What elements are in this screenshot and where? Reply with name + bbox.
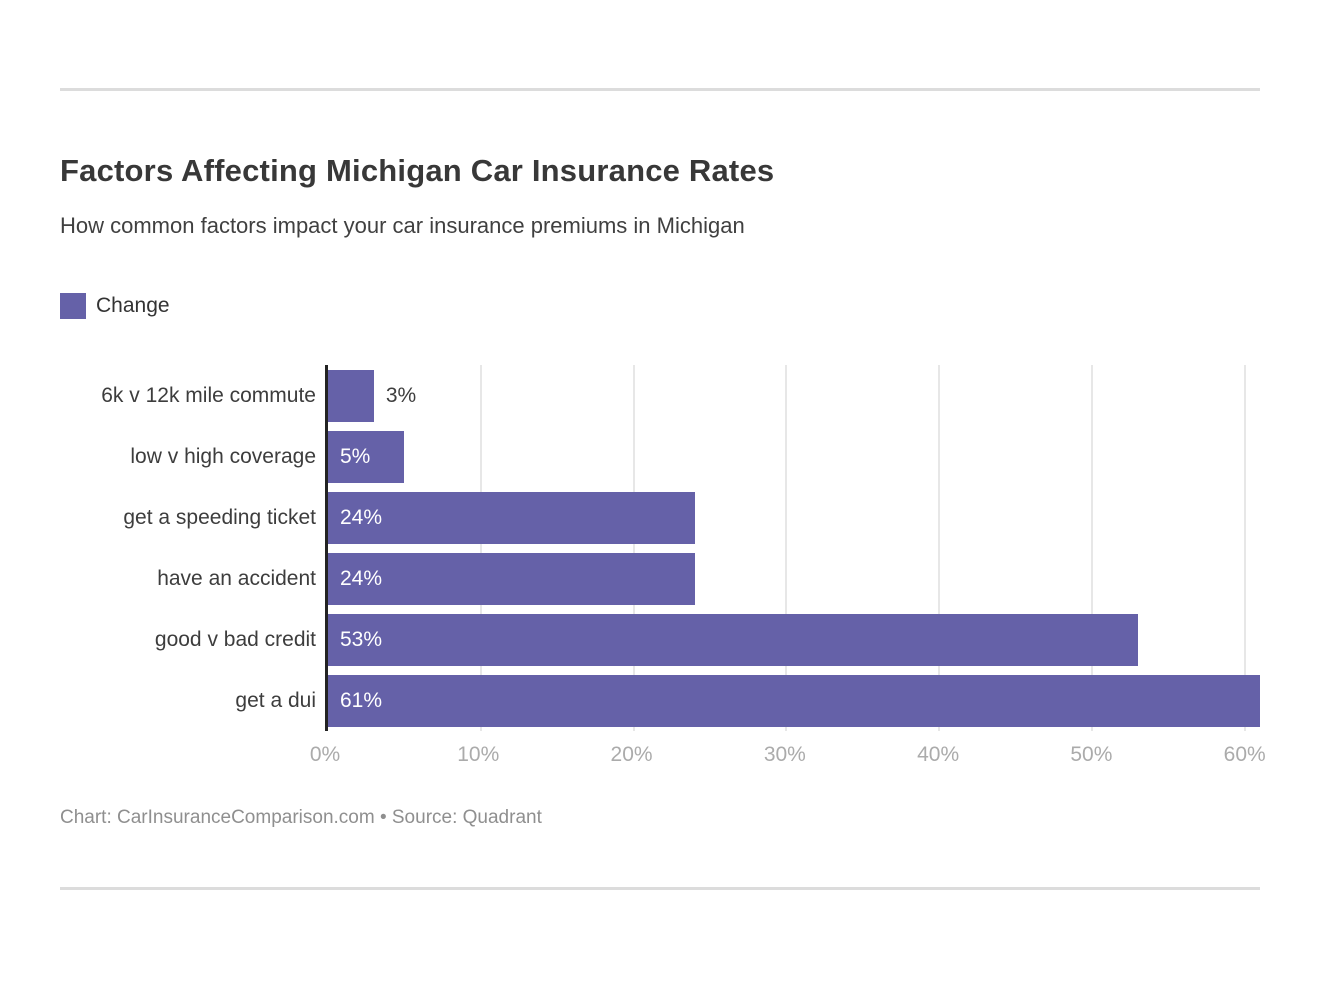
bar-row: 3% [328,365,1260,426]
gridline-40% [938,365,941,731]
bar-row: 24% [328,487,1260,548]
bar-value-label: 53% [340,627,383,651]
x-tick-label: 10% [457,743,500,766]
gridline-20% [632,365,635,731]
bars-group: 3% 5% 24% 24% 53% 61% [328,365,1260,731]
category-label: get a speeding ticket [123,505,316,529]
x-axis-spacer [60,731,325,773]
x-tick-label: 0% [309,743,341,766]
x-tick-label: 60% [1223,743,1266,766]
bottom-divider [60,887,1260,890]
gridline-10% [479,365,482,731]
chart-subtitle: How common factors impact your car insur… [60,213,745,238]
bar [328,369,374,422]
legend: Change [60,293,1260,319]
bar-value-label: 24% [340,505,383,529]
bar: 5% [328,430,405,483]
chart-body: 6k v 12k mile commute low v high coverage… [60,365,1260,731]
category-axis: 6k v 12k mile commute low v high coverage… [60,365,325,731]
bar: 24% [328,552,695,605]
x-tick-label: 50% [1070,743,1113,766]
source-line: Chart: CarInsuranceComparison.com • Sour… [60,807,542,828]
bar-value-label: 24% [340,566,383,590]
category-label: get a dui [235,688,316,712]
bar-row: 61% [328,670,1260,731]
x-tick-label: 30% [763,743,806,766]
bar-value-label: 3% [385,383,417,407]
bar-row: 5% [328,426,1260,487]
bar: 61% [328,674,1260,727]
bar-row: 24% [328,548,1260,609]
gridline-30% [785,365,788,731]
bar: 53% [328,613,1138,666]
gridline-60% [1243,365,1246,731]
x-tick-label: 40% [917,743,960,766]
x-axis: 0% 10% 20% 30% 40% 50% 60% [60,731,1266,773]
plot-area: 3% 5% 24% 24% 53% 61% [325,365,1260,731]
bar-row: 53% [328,609,1260,670]
bar-chart: 6k v 12k mile commute low v high coverage… [60,365,1266,773]
bar-value-label: 61% [340,688,383,712]
bar: 24% [328,491,695,544]
x-tick-label: 20% [610,743,653,766]
bar-value-label: 5% [340,444,371,468]
category-label: have an accident [157,566,316,590]
category-label: 6k v 12k mile commute [101,383,316,407]
legend-swatch [60,293,86,319]
chart-card: Factors Affecting Michigan Car Insurance… [0,88,1320,890]
legend-label: Change [96,294,170,317]
x-axis-ticks: 0% 10% 20% 30% 40% 50% 60% [310,731,1266,773]
chart-title: Factors Affecting Michigan Car Insurance… [60,153,775,188]
top-divider [60,88,1260,91]
category-label: good v bad credit [154,627,316,651]
gridline-50% [1090,365,1093,731]
category-label: low v high coverage [130,444,316,468]
